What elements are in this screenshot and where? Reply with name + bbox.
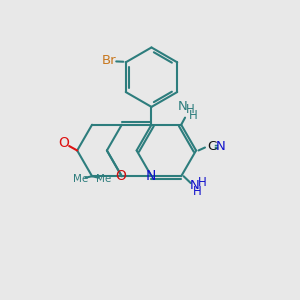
Text: H: H xyxy=(198,176,207,189)
Text: H: H xyxy=(189,109,197,122)
Text: H: H xyxy=(186,103,194,116)
Text: Me: Me xyxy=(73,174,88,184)
Text: Me: Me xyxy=(96,174,111,184)
Text: O: O xyxy=(58,136,69,150)
Text: N: N xyxy=(216,140,226,153)
Text: N: N xyxy=(190,178,200,192)
Text: N: N xyxy=(146,169,156,183)
Text: O: O xyxy=(116,169,127,183)
Text: H: H xyxy=(193,185,202,199)
Text: N: N xyxy=(178,100,188,113)
Text: C: C xyxy=(207,140,216,153)
Text: Br: Br xyxy=(102,54,117,67)
